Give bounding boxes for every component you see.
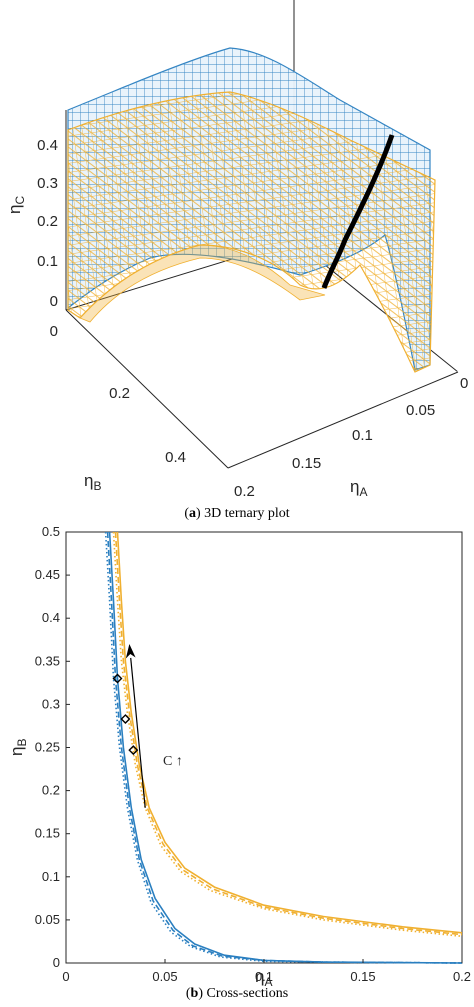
caption-b: (b) Cross-sections <box>185 986 289 1001</box>
c-axis-label: ηC <box>5 196 27 214</box>
cross-section-chart: 0 0.05 0.1 0.15 0.2 0 0.05 0.1 0.15 0.2 0.25 0.3 0.3… <box>7 524 471 989</box>
x-tick-label: 0.2 <box>453 969 471 984</box>
caption-b-text: Cross-sections <box>206 986 289 1001</box>
caption-a-text: 3D ternary plot <box>204 506 290 521</box>
caption-a: (a) 3D ternary plot <box>184 506 290 521</box>
diamond-marker <box>112 673 123 684</box>
c-axis-ticks: 0 0.1 0.2 0.3 0.4 <box>37 137 58 310</box>
b-axis-ticks: 0 0.2 0.4 <box>50 323 186 466</box>
y-tick-label: 0.1 <box>42 869 60 884</box>
y-tick-label: 0.15 <box>35 826 60 841</box>
b-tick-label: 0 <box>50 323 58 340</box>
y-tick-label: 0.35 <box>35 653 60 668</box>
c-tick-label: 0.3 <box>37 175 58 192</box>
c-tick-label: 0.1 <box>37 253 58 270</box>
annotation-c-up: C ↑ <box>163 754 183 769</box>
a-tick-label: 0 <box>460 375 468 392</box>
arrow-layer <box>125 644 146 808</box>
plot-area <box>65 531 463 964</box>
y-tick-label: 0.4 <box>42 610 60 625</box>
y-tick-label: 0.05 <box>35 912 60 927</box>
a-tick-label: 0.05 <box>406 402 435 419</box>
y-tick-label: 0.45 <box>35 567 60 582</box>
y-axis-label: ηB <box>7 739 29 756</box>
marker-layer <box>112 673 139 756</box>
y-tick-label: 0 <box>53 955 60 970</box>
x-axis-label: ηA <box>255 967 272 989</box>
caption-a-label: a <box>188 506 196 521</box>
y-tick-label: 0.5 <box>42 524 60 539</box>
diamond-marker <box>128 745 139 756</box>
a-axis-ticks: 0 0.05 0.1 0.15 0.2 <box>234 375 468 500</box>
y-tick-label: 0.25 <box>35 740 60 755</box>
b-tick-label: 0.2 <box>109 385 130 402</box>
a-axis-label: ηA <box>350 477 367 499</box>
a-tick-label: 0.2 <box>234 483 255 500</box>
diamond-marker <box>120 714 131 725</box>
c-tick-label: 0.4 <box>37 137 58 154</box>
intersection-curve <box>321 134 395 289</box>
b-tick-label: 0.4 <box>165 449 186 466</box>
orange-surface-lower <box>79 244 326 323</box>
c-tick-label: 0.2 <box>37 213 58 230</box>
b-axis-label: ηB <box>84 471 101 493</box>
y-tick-label: 0.3 <box>42 696 60 711</box>
x-tick-label: 0 <box>62 969 69 984</box>
y-tick-label: 0.2 <box>42 783 60 798</box>
x-tick-label: 0.1 <box>255 969 273 984</box>
x-tick-label: 0.05 <box>152 969 177 984</box>
arrow-head <box>125 644 136 659</box>
a-tick-label: 0.15 <box>292 455 321 472</box>
arrow-shaft <box>130 657 146 808</box>
surface-3d-plot: 0 0.1 0.2 0.3 0.4 ηC 0 0.2 0.4 ηB 0 0.05… <box>5 0 468 500</box>
c-tick-label: 0 <box>50 293 58 310</box>
tick-layer: 0 0.05 0.1 0.15 0.2 0 0.05 0.1 0.15 0.2 0.25 0.3 0.3… <box>35 524 471 984</box>
caption-b-label: b <box>190 986 199 1001</box>
x-tick-label: 0.15 <box>350 969 375 984</box>
a-tick-label: 0.1 <box>352 427 373 444</box>
axes-box <box>65 531 463 964</box>
series-line-orange-solid <box>116 531 463 934</box>
series-line-orange-dash <box>114 531 463 936</box>
